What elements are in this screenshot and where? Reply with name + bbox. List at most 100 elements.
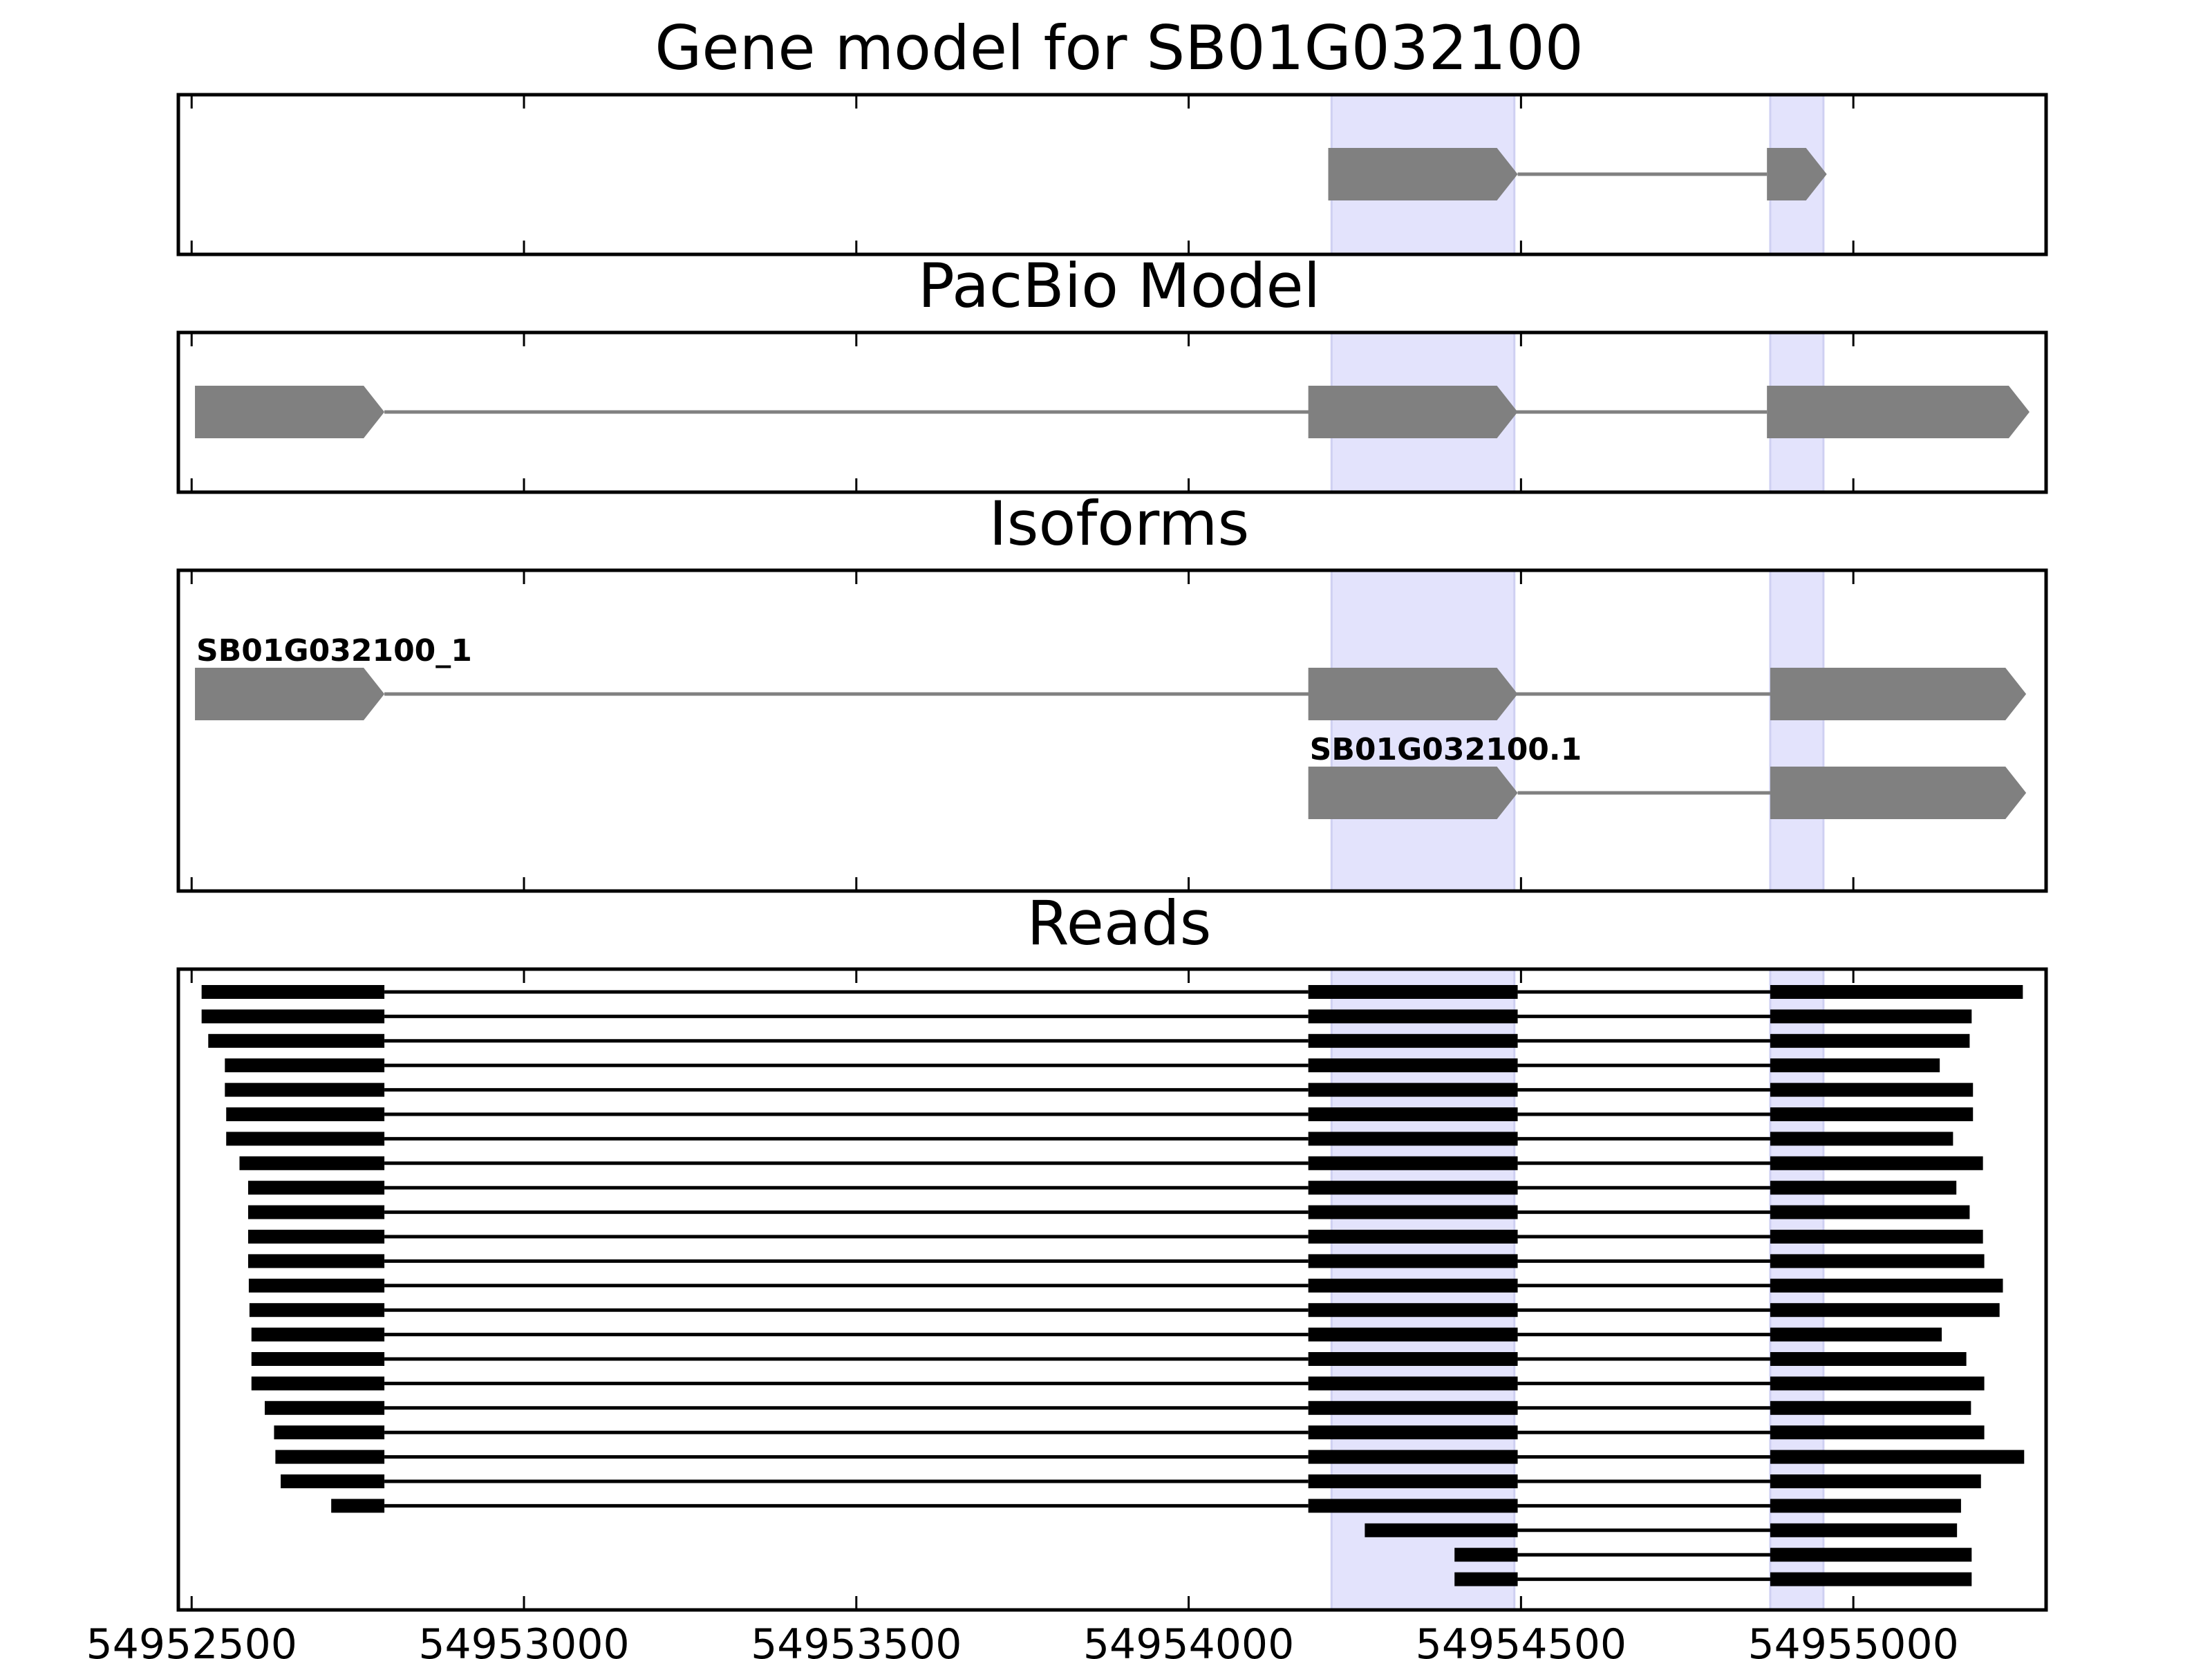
read-exon [1308, 1058, 1518, 1073]
panel-0: Gene model for SB01G032100 [176, 12, 2048, 256]
read-exon [275, 1450, 385, 1464]
read-exon [1308, 1278, 1518, 1293]
read [1454, 1548, 1972, 1562]
read-exon [1308, 985, 1518, 999]
read-exon [1770, 1058, 1940, 1073]
read-exon [1770, 1548, 1972, 1562]
exon [1767, 386, 2030, 438]
read [331, 1499, 1961, 1513]
read-exon [1308, 1352, 1518, 1366]
panel-title: Gene model for SB01G032100 [655, 12, 1584, 84]
panel-title: PacBio Model [918, 250, 1320, 321]
panel-1: PacBio Model [176, 250, 2048, 494]
x-tick-label: 54953500 [751, 1620, 962, 1659]
read-exon [201, 1009, 385, 1024]
read-exon [251, 1376, 385, 1391]
read-exon [1770, 1132, 1953, 1146]
transcript-track: SB01G032100.1 [1308, 732, 2027, 819]
read-exon [1770, 1425, 1985, 1440]
read-exon [1308, 1499, 1518, 1513]
read [251, 1352, 1967, 1366]
read-exon [274, 1425, 385, 1440]
panel-frame [176, 330, 2048, 494]
read-exon [247, 1181, 385, 1195]
read [247, 1205, 1970, 1219]
x-tick-label: 54953000 [418, 1620, 629, 1659]
isoform-label: SB01G032100_1 [196, 633, 472, 668]
exon [195, 668, 385, 720]
read [275, 1450, 2025, 1464]
read-exon [251, 1327, 385, 1342]
panel-title: Isoforms [989, 488, 1250, 559]
x-tick-label: 54955000 [1747, 1620, 1958, 1659]
read-exon [247, 1230, 385, 1244]
exon [1308, 668, 1518, 720]
exon [1308, 386, 1518, 438]
isoform-label: SB01G032100.1 [1310, 732, 1582, 767]
read-exon [1308, 1450, 1518, 1464]
read [251, 1327, 1942, 1342]
read-exon [201, 985, 385, 999]
exon [1308, 767, 1518, 819]
read [274, 1425, 1985, 1440]
read-exon [226, 1132, 385, 1146]
read-exon [208, 1033, 385, 1048]
read-exon [1770, 1156, 1983, 1170]
read-exon [1770, 985, 2023, 999]
panel-3: Reads [176, 888, 2048, 1612]
read [249, 1303, 2000, 1318]
read [265, 1400, 1971, 1415]
read [247, 1181, 1957, 1195]
read-exon [225, 1058, 385, 1073]
read-exon [249, 1303, 385, 1318]
read-exon [247, 1254, 385, 1268]
read-exon [1770, 1230, 1983, 1244]
read [225, 1058, 1940, 1073]
read-exon [1308, 1082, 1518, 1097]
read-exon [1308, 1205, 1518, 1219]
read-exon [1308, 1107, 1518, 1121]
panel-frame [176, 93, 2048, 256]
read-exon [1770, 1474, 1981, 1488]
read-exon [251, 1352, 385, 1366]
read-exon [1770, 1278, 2003, 1293]
read-exon [1770, 1205, 1970, 1219]
read [248, 1278, 2003, 1293]
read-exon [1770, 1450, 2025, 1464]
read [239, 1156, 1983, 1170]
read-exon [1308, 1181, 1518, 1195]
read-exon [1770, 1376, 1985, 1391]
highlight-region [1330, 569, 1516, 892]
x-tick-label: 54954000 [1083, 1620, 1294, 1659]
x-tick-label: 54952500 [86, 1620, 297, 1659]
read-exon [1308, 1425, 1518, 1440]
read [201, 1009, 1972, 1024]
read-exon [1770, 1009, 1972, 1024]
read-exon [1308, 1474, 1518, 1488]
read [247, 1230, 1983, 1244]
exon [1328, 148, 1518, 200]
highlight-region [1769, 569, 1825, 892]
panel-frame [176, 967, 2048, 1612]
read-exon [281, 1474, 385, 1488]
read [247, 1254, 1985, 1268]
read-exon [1308, 1009, 1518, 1024]
read-exon [1770, 1327, 1942, 1342]
read-exon [1770, 1107, 1974, 1121]
read-exon [1454, 1572, 1518, 1586]
read-exon [1770, 1523, 1958, 1537]
read-exon [265, 1400, 385, 1415]
read-exon [1308, 1400, 1518, 1415]
read-exon [1308, 1132, 1518, 1146]
exon [1770, 668, 2027, 720]
panel-title: Reads [1027, 888, 1212, 959]
read-exon [1454, 1548, 1518, 1562]
read [226, 1107, 1974, 1121]
read [281, 1474, 1981, 1488]
read [1365, 1523, 1958, 1537]
read [251, 1376, 1985, 1391]
read-exon [1770, 1400, 1971, 1415]
read-exon [1770, 1572, 1972, 1586]
exon [1767, 148, 1827, 200]
